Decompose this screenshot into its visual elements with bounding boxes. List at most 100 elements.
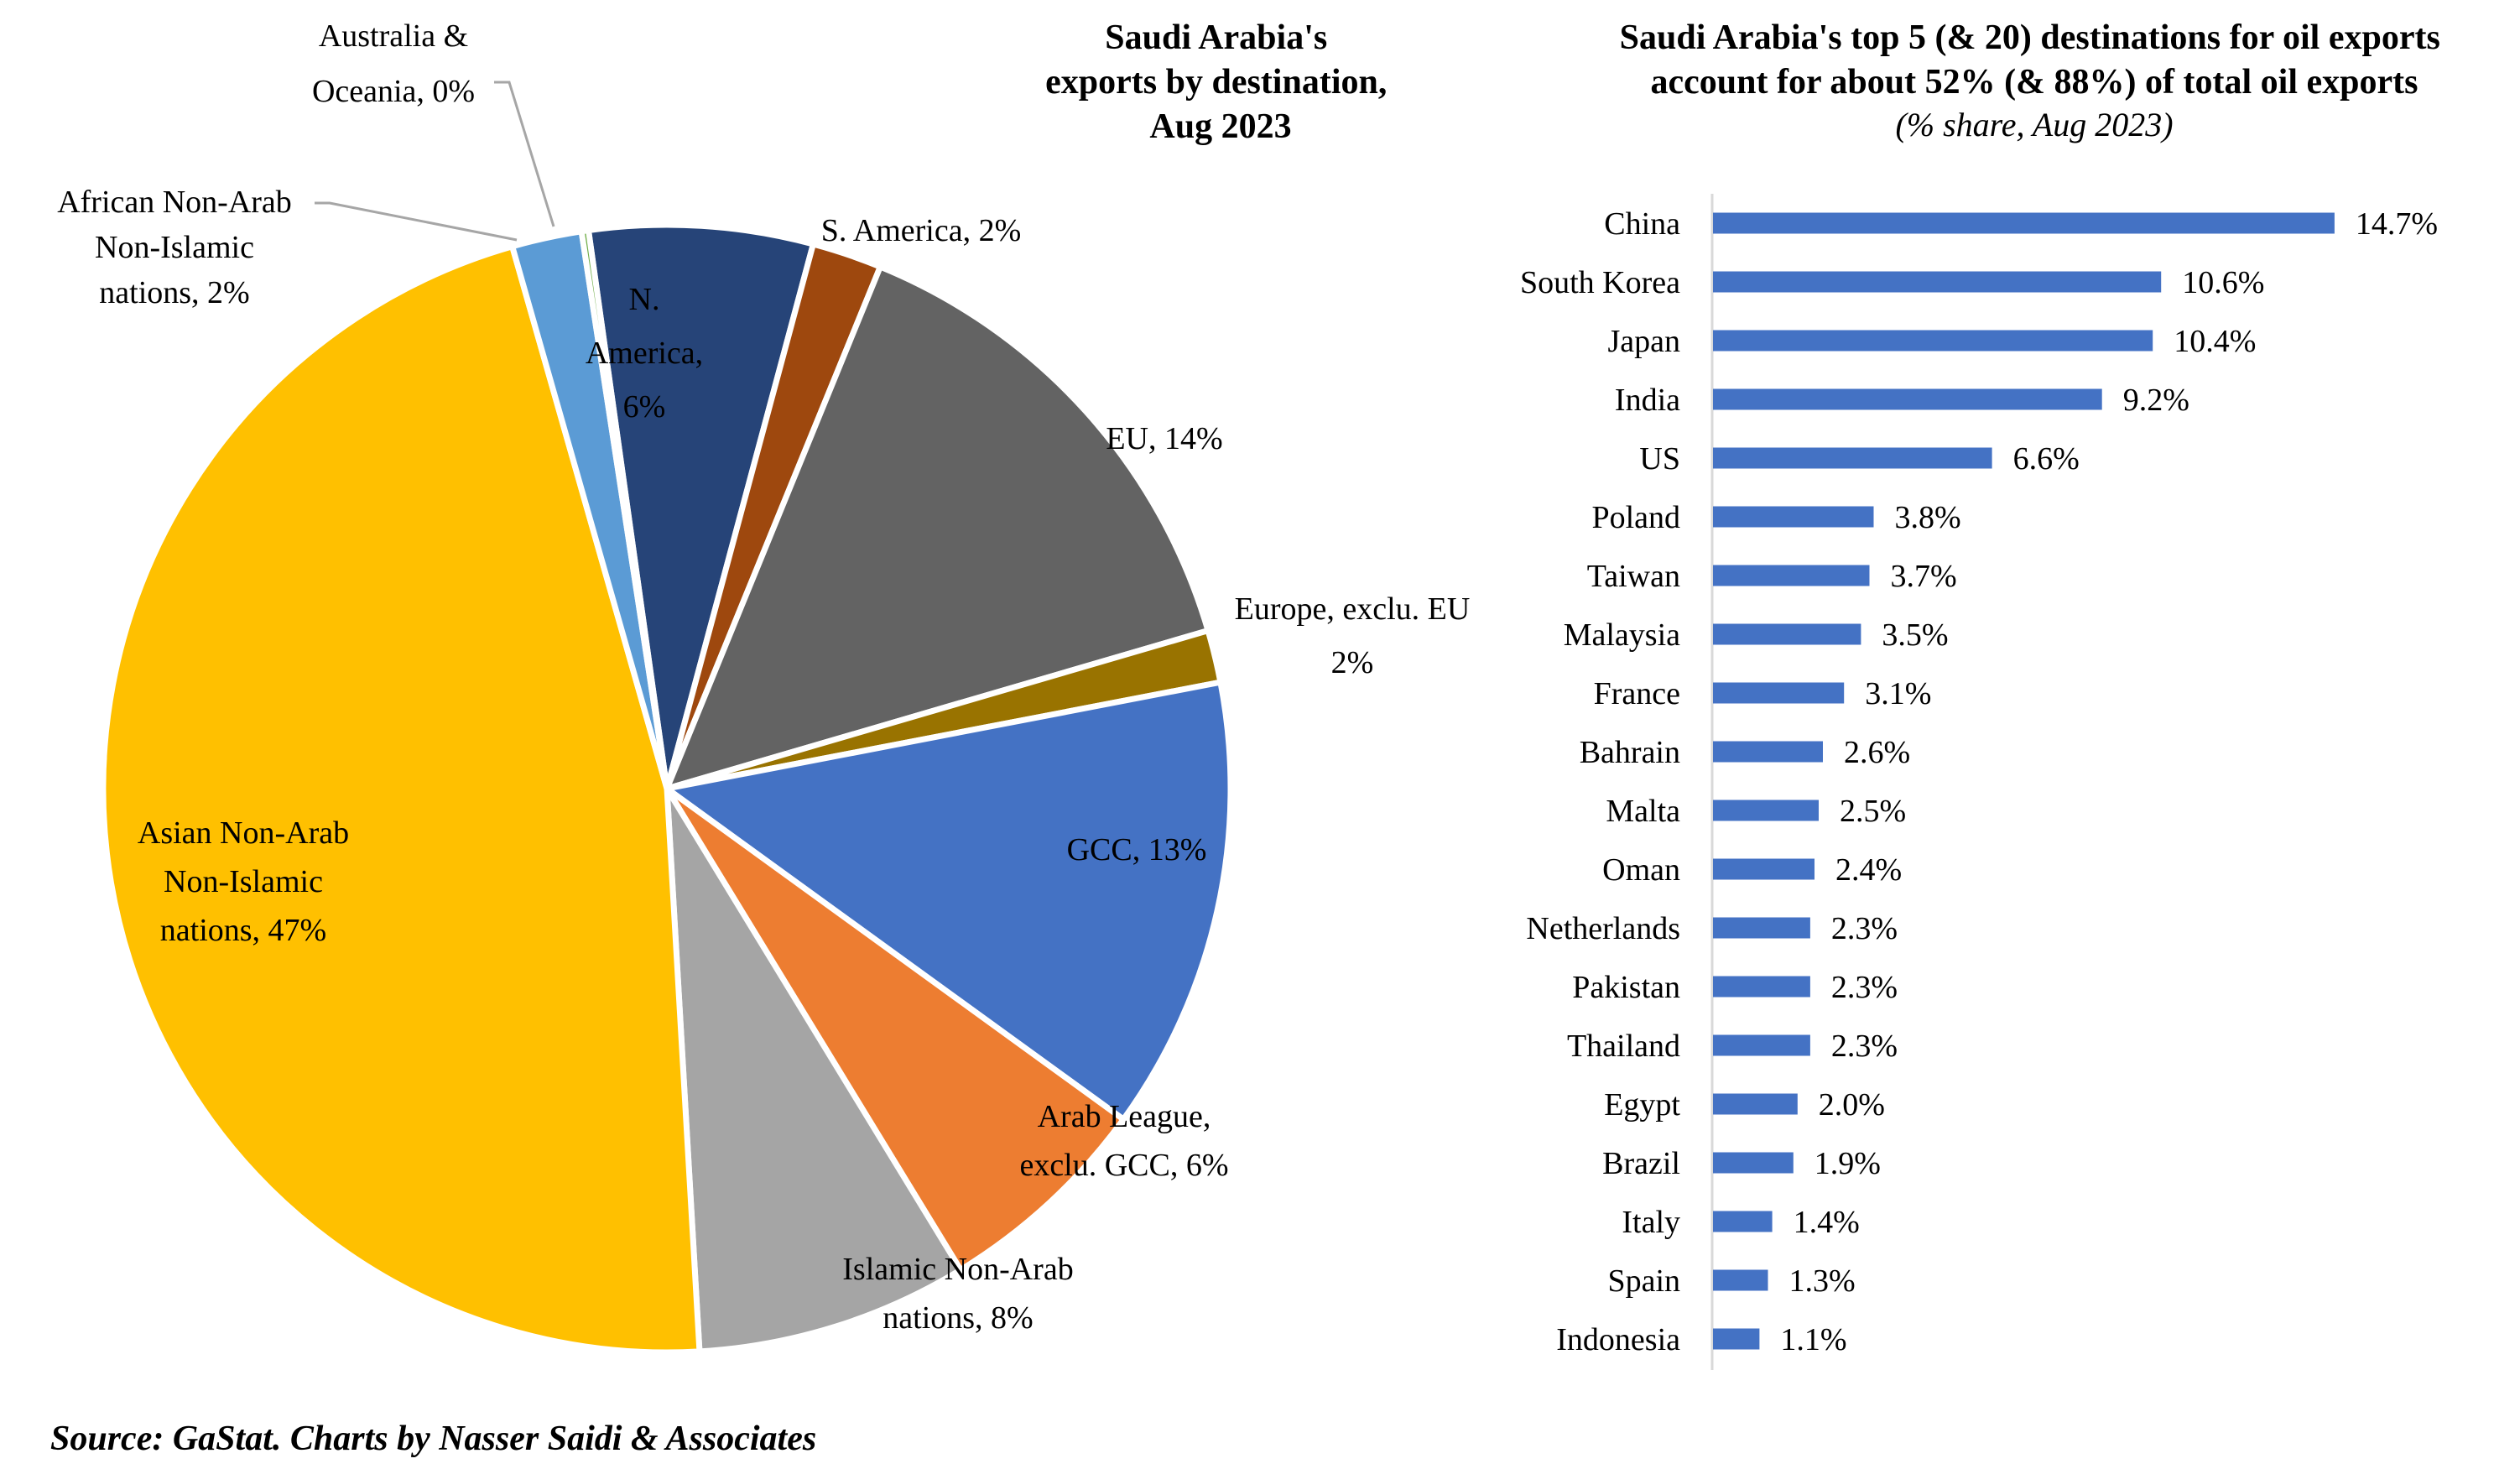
pie-labels: N. America, 6% S. America, 2% EU, 14% Europe,… (57, 18, 1470, 1336)
bar-value-label: 3.5% (1882, 617, 1948, 653)
bar-india (1713, 388, 2102, 410)
bar-category-label: Netherlands (1526, 911, 1680, 946)
bar-category-label: Japan (1607, 324, 1680, 359)
bar-category-label: Egypt (1604, 1087, 1680, 1123)
bar-value-label: 2.3% (1831, 970, 1898, 1005)
bar-pakistan (1713, 976, 1810, 998)
pie-title-line-1: Saudi Arabia's (1105, 18, 1327, 57)
bar-value-label: 10.4% (2174, 324, 2256, 359)
bar-value-label: 3.7% (1891, 559, 1957, 594)
bar-south-korea (1713, 271, 2162, 293)
pie-data-label-line: N. (629, 282, 660, 317)
pie-title-line-2: exports by destination, (1045, 63, 1387, 102)
pie-data-label-line: S. America, 2% (821, 213, 1022, 248)
pie-data-label-line: Arab League, (1038, 1099, 1211, 1134)
bar-title-line-1: Saudi Arabia's top 5 (& 20) destinations… (1620, 18, 2440, 57)
bar-france (1713, 682, 1845, 704)
bar-value-label: 2.6% (1844, 735, 1910, 770)
pie-data-label: GCC, 13% (1067, 832, 1207, 867)
bar-value-label: 2.5% (1840, 794, 1906, 829)
pie-title-line-3: Aug 2023 (1149, 107, 1291, 146)
bar-value-label: 6.6% (2013, 441, 2080, 477)
pie-slice-islamic-non-arab-nations (664, 785, 964, 1355)
bar-value-label: 2.4% (1835, 852, 1902, 888)
bar-category-label: Brazil (1602, 1146, 1680, 1181)
pie-data-label-line: Australia & (319, 18, 468, 54)
pie-data-label: EU, 14% (1106, 421, 1222, 456)
pie-slice-asian-non-arab-non-islamic-nations (100, 243, 703, 1356)
bar-value-label: 2.3% (1831, 1029, 1898, 1064)
bar-value-label: 1.1% (1780, 1322, 1846, 1357)
pie-slice-eu (664, 263, 1211, 792)
bar-category-label: Bahrain (1580, 735, 1680, 770)
bar-china (1713, 212, 2335, 234)
pie-data-label-line: nations, 8% (883, 1300, 1033, 1336)
bar-category-label: Indonesia (1556, 1322, 1680, 1357)
bar-category-labels: China South Korea Japan India US Poland Taiwan… (1520, 206, 1680, 1357)
pie-data-label-line: exclu. GCC, 6% (1019, 1148, 1228, 1183)
bar-value-labels: 14.7% 10.6% 10.4% 9.2% 6.6% 3.8% 3.7% 3.5% 3.1% 2… (1780, 206, 2438, 1357)
pie-data-label-line: Europe, exclu. EU (1235, 591, 1471, 627)
pie-slice-gcc (664, 679, 1234, 1123)
bar-value-label: 1.3% (1789, 1263, 1856, 1299)
pie-leader-lines (315, 81, 555, 242)
bar-japan (1713, 330, 2153, 352)
pie-data-label-line: nations, 2% (99, 275, 249, 310)
pie-data-label-line: EU, 14% (1106, 421, 1222, 456)
pie-data-label-line: 2% (1331, 645, 1374, 680)
bar-poland (1713, 506, 1874, 528)
bar-category-label: Taiwan (1587, 559, 1680, 594)
bar-value-label: 3.1% (1865, 676, 1931, 711)
pie-data-label: Australia & Oceania, 0% (312, 18, 475, 109)
bar-malaysia (1713, 623, 1861, 645)
pie-data-label-line: Asian Non-Arab (138, 815, 349, 851)
bar-subtitle: (% share, Aug 2023) (1895, 106, 2173, 143)
bar-value-label: 1.4% (1794, 1205, 1860, 1240)
bar-malta (1713, 800, 1819, 821)
bar-netherlands (1713, 917, 1810, 939)
bar-thailand (1713, 1034, 1810, 1056)
pie-data-label: Asian Non-Arab Non-Islamic nations, 47% (138, 815, 349, 948)
pie-data-label-line: America, (586, 336, 703, 371)
pie-data-label-line: African Non-Arab (57, 185, 292, 220)
bar-category-label: South Korea (1520, 265, 1680, 300)
bar-chart: Saudi Arabia's top 5 (& 20) destinations… (1520, 18, 2450, 1370)
pie-data-label: Europe, exclu. EU 2% (1235, 591, 1471, 680)
bar-category-label: India (1615, 383, 1680, 418)
bar-category-label: France (1594, 676, 1680, 711)
bar-category-label: Oman (1602, 852, 1680, 888)
bar-value-label: 1.9% (1815, 1146, 1881, 1181)
bar-category-label: US (1639, 441, 1680, 477)
bar-value-label: 14.7% (2356, 206, 2438, 242)
bar-bahrain (1713, 741, 1823, 763)
pie-slice-n-america (585, 221, 816, 792)
bar-value-label: 10.6% (2182, 265, 2264, 300)
pie-leader-line (494, 81, 555, 227)
bar-brazil (1713, 1152, 1794, 1174)
pie-data-label-line: Non-Islamic (95, 230, 254, 265)
bar-category-label: Malta (1606, 794, 1680, 829)
pie-data-label: African Non-Arab Non-Islamic nations, 2% (57, 185, 292, 310)
pie-data-label-line: nations, 47% (160, 913, 326, 948)
pie-data-label-line: 6% (623, 389, 666, 425)
pie-data-label-line: GCC, 13% (1067, 832, 1207, 867)
pie-slice-arab-league-exclu-gcc (664, 785, 1127, 1274)
bar-category-label: Italy (1622, 1205, 1680, 1240)
pie-data-label-line: Islamic Non-Arab (842, 1252, 1073, 1287)
pie-title: Saudi Arabia's exports by destination, A… (1045, 18, 1396, 146)
pie-leader-line (315, 201, 518, 242)
bar-title: Saudi Arabia's top 5 (& 20) destinations… (1620, 18, 2450, 102)
bar-indonesia (1713, 1328, 1760, 1350)
bar-italy (1713, 1211, 1773, 1232)
pie-data-label-line: Oceania, 0% (312, 74, 475, 109)
bar-title-line-2: account for about 52% (& 88%) of total o… (1651, 63, 2418, 102)
bar-value-label: 3.8% (1895, 500, 1961, 535)
bar-oman (1713, 858, 1815, 880)
pie-chart: N. America, 6% S. America, 2% EU, 14% Europe,… (57, 18, 1470, 1356)
bar-value-label: 2.3% (1831, 911, 1898, 946)
bars (1713, 212, 2335, 1350)
bar-spain (1713, 1269, 1768, 1291)
pie-data-label: Islamic Non-Arab nations, 8% (842, 1252, 1073, 1336)
bar-category-label: Pakistan (1572, 970, 1680, 1005)
